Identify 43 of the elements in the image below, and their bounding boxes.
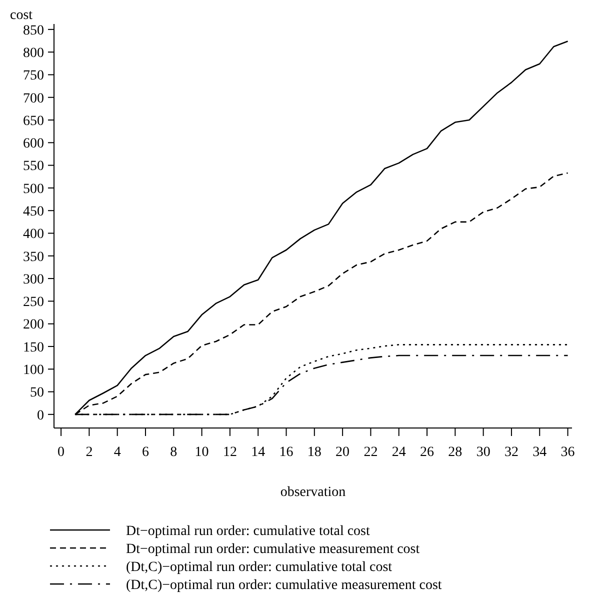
x-tick-label: 20: [336, 445, 350, 460]
x-tick-label: 30: [476, 445, 490, 460]
y-tick-label: 450: [23, 204, 44, 220]
x-tick-label: 2: [86, 445, 93, 460]
y-tick-label: 600: [23, 136, 44, 152]
y-tick-label: 150: [23, 340, 44, 356]
x-tick-label: 10: [194, 445, 209, 460]
x-tick-label: 6: [142, 445, 149, 460]
x-tick-label: 0: [58, 445, 65, 460]
y-tick-label: 850: [23, 23, 44, 38]
y-tick-label: 500: [23, 182, 44, 197]
x-tick-label: 24: [392, 445, 406, 460]
y-tick-label: 250: [23, 295, 44, 310]
y-tick-label: 750: [23, 68, 44, 84]
x-tick-label: 12: [222, 445, 237, 460]
legend-label: Dt−optimal run order: cumulative total cost: [126, 524, 370, 539]
x-tick-label: 4: [114, 445, 121, 460]
x-axis-title: observation: [280, 485, 346, 500]
x-tick-label: 28: [448, 445, 462, 460]
y-axis-title: cost: [10, 8, 33, 23]
y-tick-label: 100: [23, 363, 44, 378]
x-tick-label: 32: [504, 445, 518, 460]
x-tick-label: 22: [364, 445, 378, 460]
y-tick-label: 650: [23, 114, 44, 129]
x-tick-label: 26: [420, 445, 434, 460]
y-tick-label: 350: [23, 250, 44, 265]
x-tick-label: 18: [307, 445, 322, 460]
legend-label: (Dt,C)−optimal run order: cumulative total cost: [126, 560, 392, 575]
y-tick-label: 300: [23, 272, 44, 288]
y-tick-label: 0: [37, 408, 44, 424]
x-tick-label: 8: [170, 445, 178, 460]
y-tick-label: 400: [23, 227, 44, 242]
legend-label: (Dt,C)−optimal run order: cumulative measurement cost: [126, 578, 442, 593]
x-tick-label: 14: [251, 445, 266, 460]
y-tick-label: 50: [30, 386, 44, 401]
y-tick-label: 800: [23, 46, 44, 61]
x-tick-label: 36: [560, 445, 575, 460]
x-tick-label: 16: [279, 445, 294, 460]
x-tick-label: 34: [532, 445, 547, 460]
legend-label: Dt−optimal run order: cumulative measurement cost: [126, 542, 420, 557]
y-tick-label: 200: [23, 318, 44, 333]
y-tick-label: 700: [23, 91, 44, 106]
y-tick-label: 550: [23, 159, 44, 174]
